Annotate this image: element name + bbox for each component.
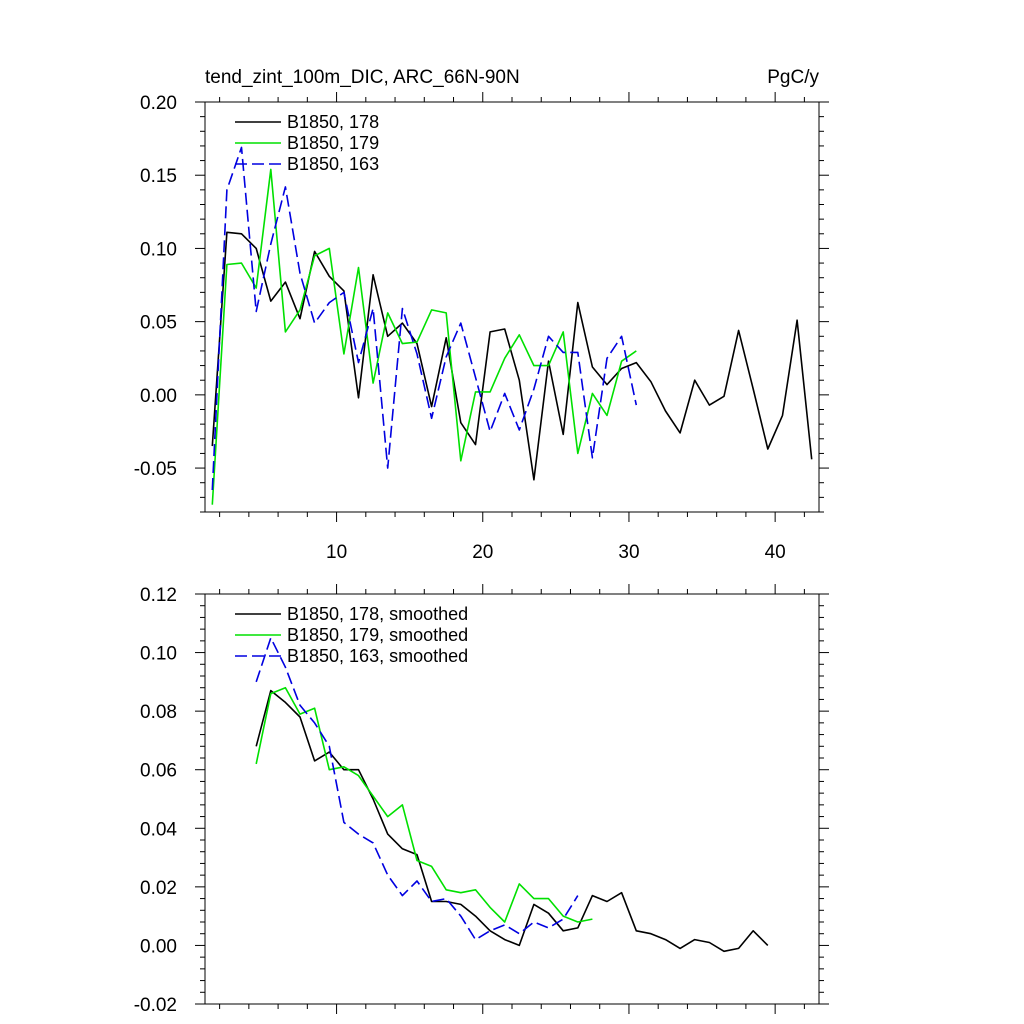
top-series [211, 146, 813, 505]
top-series-line-1 [211, 231, 813, 481]
top-xtick-label: 10 [326, 542, 347, 563]
top-legend-label: B1850, 163 [287, 154, 379, 174]
bottom-legend-label: B1850, 179, smoothed [287, 625, 468, 645]
bottom-ticks: -0.02 0.00 0.02 0.04 0.06 0.08 0.10 0.12 [134, 584, 829, 1016]
bottom-ytick-label: 0.06 [140, 761, 177, 782]
top-ytick-label: 0.15 [140, 166, 177, 187]
bottom-ytick-label: 0.02 [140, 878, 177, 899]
top-ytick-label: 0.05 [140, 313, 177, 334]
bottom-ytick-label: 0.12 [140, 585, 177, 606]
top-ytick-label: 0.00 [140, 386, 177, 407]
bottom-ytick-label: 0.08 [140, 702, 177, 723]
bottom-series [255, 637, 769, 953]
top-series-line-3 [211, 146, 638, 491]
top-series-line-2 [211, 168, 637, 505]
top-panel: tend_zint_100m_DIC, ARC_66N-90N PgC/y -0… [134, 67, 829, 563]
bottom-ytick-label: 0.10 [140, 644, 177, 665]
top-legend-label: B1850, 179 [287, 133, 379, 153]
top-xtick-label: 20 [472, 542, 493, 563]
bottom-ytick-label: 0.00 [140, 936, 177, 957]
top-ytick-label: -0.05 [134, 459, 177, 480]
top-ytick-label: 0.10 [140, 239, 177, 260]
top-xtick-label: 40 [765, 542, 786, 563]
top-chart-units: PgC/y [767, 67, 819, 88]
bottom-legend-label: B1850, 163, smoothed [287, 646, 468, 666]
top-xtick-label: 30 [618, 542, 639, 563]
bottom-series-line-1 [255, 689, 769, 953]
bottom-series-line-2 [255, 686, 593, 923]
top-chart-title: tend_zint_100m_DIC, ARC_66N-90N [205, 67, 520, 88]
top-ytick-label: 0.20 [140, 93, 177, 114]
bottom-ytick-label: -0.02 [134, 995, 177, 1016]
bottom-panel: -0.02 0.00 0.02 0.04 0.06 0.08 0.10 0.12 B1850,… [134, 584, 829, 1016]
top-ticks: -0.05 0.00 0.05 0.10 0.15 0.20 10 20 30 40 [134, 92, 829, 563]
bottom-legend-label: B1850, 178, smoothed [287, 604, 468, 624]
bottom-ytick-label: 0.04 [140, 819, 177, 840]
bottom-series-line-3 [255, 637, 579, 941]
top-legend-label: B1850, 178 [287, 112, 379, 132]
